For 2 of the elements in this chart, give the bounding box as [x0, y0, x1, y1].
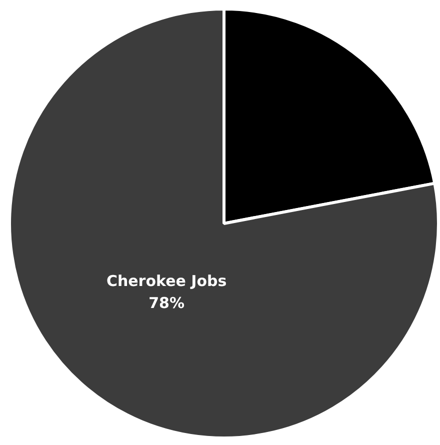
- slice-label: Cherokee Jobs: [106, 272, 227, 290]
- data-label: 78%: [148, 294, 185, 312]
